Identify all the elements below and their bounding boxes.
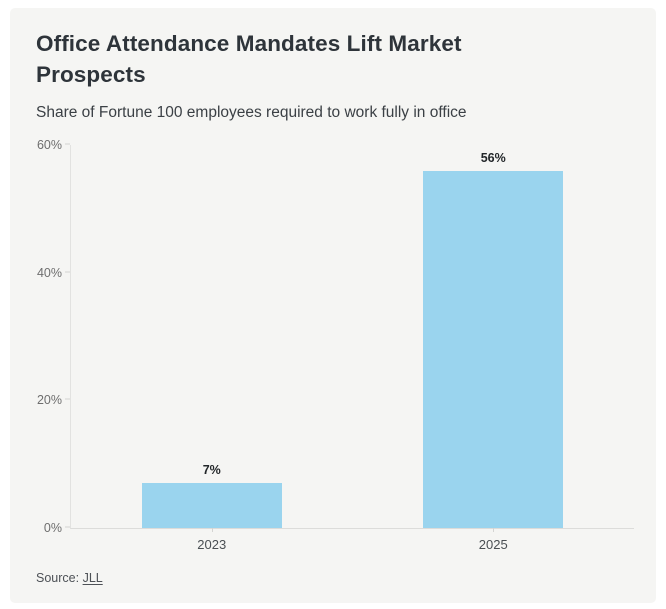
chart-subtitle: Share of Fortune 100 employees required … (36, 104, 467, 121)
source-label: Source: (36, 571, 80, 585)
bar-chart: 0% 20% 40% 60% 7% 2023 56% 2025 (37, 138, 635, 552)
bar-2023 (141, 483, 282, 528)
x-axis-category-label: 2025 (478, 537, 508, 552)
y-axis-tick-mark (65, 526, 70, 528)
chart-card: Office Attendance Mandates Lift Market P… (10, 8, 656, 603)
source-line: Source: JLL (36, 571, 103, 585)
source-link[interactable]: JLL (82, 571, 103, 585)
bar-slot: 7% 2023 (71, 145, 353, 552)
page-title: Office Attendance Mandates Lift Market P… (36, 31, 462, 88)
bar-value-label: 56% (480, 150, 506, 165)
bar-slot: 56% 2025 (353, 145, 635, 552)
y-axis-tick-mark (65, 143, 70, 145)
y-axis-tick-label: 60% (36, 138, 62, 152)
x-axis-tick-mark (493, 528, 495, 532)
bar-2025 (423, 170, 564, 528)
x-axis-tick-mark (211, 528, 213, 532)
y-axis-tick-mark (65, 398, 70, 400)
bars: 7% 2023 56% 2025 (71, 145, 635, 552)
bar-value-label: 7% (202, 463, 221, 478)
y-axis-tick-mark (65, 271, 70, 273)
y-axis-tick-label: 40% (36, 265, 62, 280)
y-axis-tick-label: 0% (43, 521, 62, 535)
x-axis-category-label: 2023 (197, 537, 227, 552)
chart-card-inner: Office Attendance Mandates Lift Market P… (10, 8, 656, 603)
y-axis-tick-label: 20% (36, 393, 62, 408)
